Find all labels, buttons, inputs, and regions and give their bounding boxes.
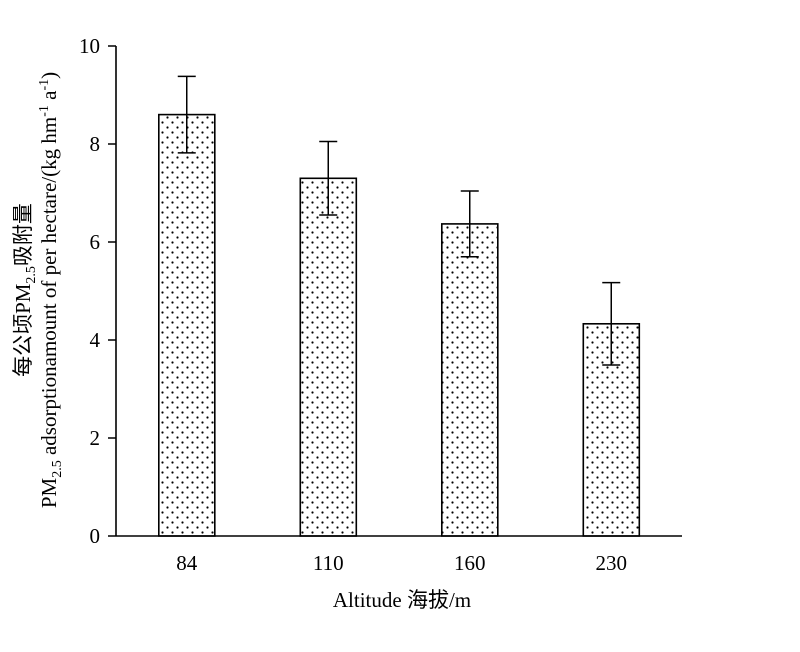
y-tick-label-4: 4 [90,328,101,352]
y-axis-title-line1-a: 每公顷PM [11,283,35,377]
x-tick-label-160: 160 [454,551,486,575]
y-axis-title-line1-sub: 2.5 [24,266,39,284]
x-tick-label-230: 230 [596,551,628,575]
y-tick-label-6: 6 [90,230,101,254]
y-axis-title-line2-b: adsorptionamount of per hectare/(kg hm [37,117,61,460]
y-axis-title-line1: 每公顷PM2.5吸附量 [11,203,39,377]
error-bar-110 [319,140,338,216]
y-axis-title-line2-a: PM [37,477,61,508]
y-axis-title-line2-d: ) [37,72,61,79]
bar-110 [299,177,358,537]
error-bar-230 [602,281,621,366]
y-axis-title-line2-sup1: -1 [37,105,52,117]
x-axis-title: Altitude 海拔/m [333,588,471,612]
axes-layer [108,45,682,537]
error-bars-layer [177,75,621,366]
y-tick-label-10: 10 [79,34,100,58]
error-bar-160 [460,190,479,258]
error-bar-84 [177,75,196,154]
labels-layer: 84 110 160 230 0 2 4 6 8 10 [79,34,627,575]
y-tick-label-0: 0 [90,524,101,548]
x-tick-label-110: 110 [313,551,344,575]
bar-160 [440,223,499,537]
y-tick-label-8: 8 [90,132,101,156]
y-tick-label-2: 2 [90,426,101,450]
bars-layer [158,113,641,537]
x-tick-label-84: 84 [176,551,198,575]
y-axis-title-line1-b: 吸附量 [11,203,35,266]
y-axis-title-line2-sup2: -1 [37,79,52,91]
y-axis-title-line2-sub: 2.5 [50,460,65,478]
y-axis-title-line2: PM2.5 adsorptionamount of per hectare/(k… [37,72,65,508]
bar-84 [158,113,216,537]
y-axis-title-line2-c: a [37,90,61,105]
